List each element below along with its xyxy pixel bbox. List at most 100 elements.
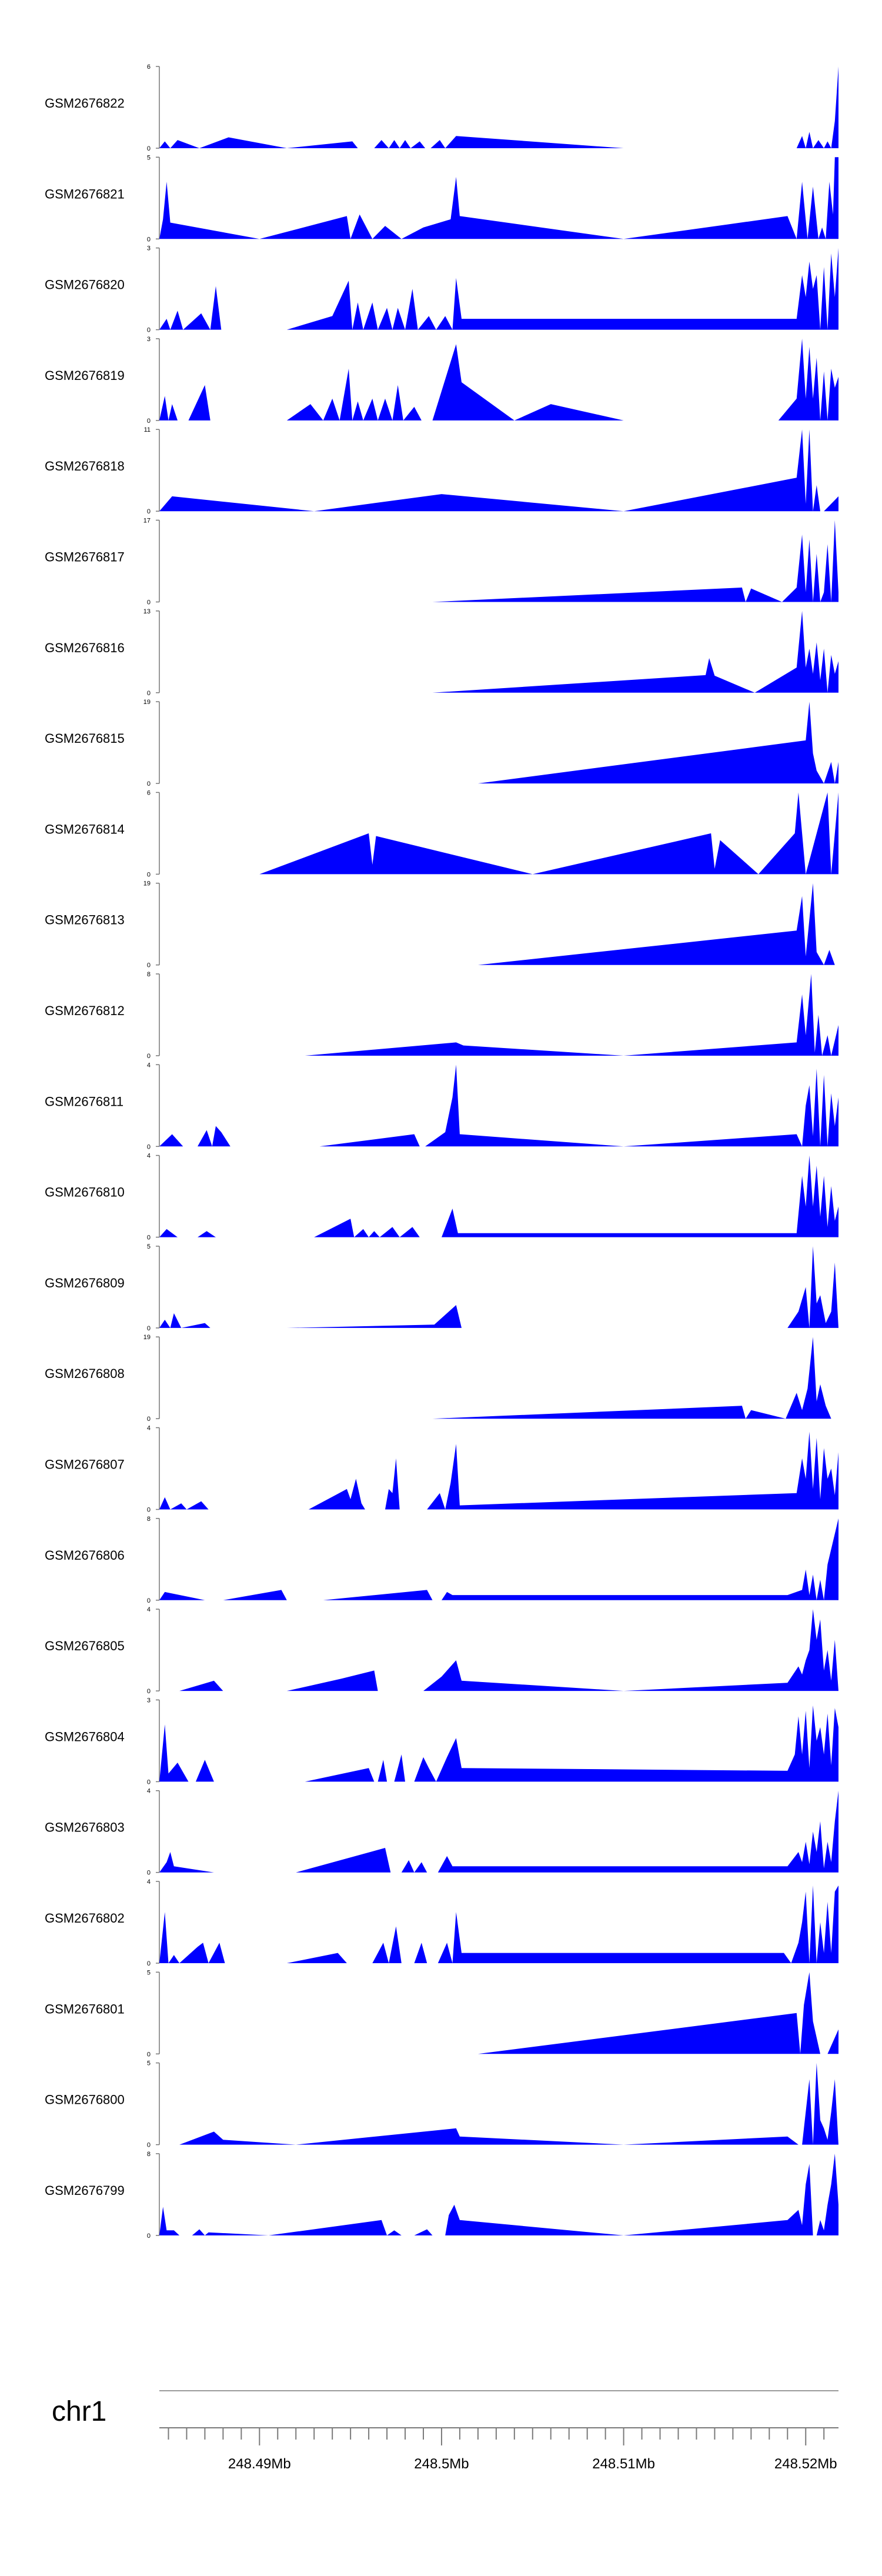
y-tick-label-max: 19 xyxy=(143,699,151,706)
y-tick-label-min: 0 xyxy=(147,2142,151,2149)
y-tick-label-min: 0 xyxy=(147,1143,151,1150)
track-label: GSM2676807 xyxy=(45,1457,125,1472)
track-label: GSM2676800 xyxy=(45,2093,125,2107)
y-tick-label-min: 0 xyxy=(147,1960,151,1967)
y-tick-label-max: 17 xyxy=(143,518,151,525)
coverage-area xyxy=(159,66,838,148)
track-GSM2676800: GSM2676800 5 0 xyxy=(45,2060,839,2149)
track-GSM2676804: GSM2676804 3 0 xyxy=(45,1697,838,1786)
chromosome-label: chr1 xyxy=(52,2396,106,2427)
coverage-area xyxy=(159,157,838,239)
track-GSM2676812: GSM2676812 8 0 xyxy=(45,971,838,1060)
track-GSM2676799: GSM2676799 8 0 xyxy=(45,2151,838,2240)
track-label: GSM2676806 xyxy=(45,1548,125,1563)
track-GSM2676820: GSM2676820 3 0 xyxy=(45,245,838,334)
y-tick-label-max: 4 xyxy=(147,1425,151,1432)
y-tick-label-min: 0 xyxy=(147,1053,151,1060)
y-tick-label-min: 0 xyxy=(147,1416,151,1423)
y-tick-label-min: 0 xyxy=(147,962,151,969)
track-GSM2676802: GSM2676802 4 0 xyxy=(45,1878,838,1967)
y-tick-label-max: 4 xyxy=(147,1788,151,1795)
y-tick-label-min: 0 xyxy=(147,1507,151,1514)
track-label: GSM2676818 xyxy=(45,459,125,473)
coverage-area xyxy=(477,702,838,784)
coverage-area xyxy=(159,248,838,330)
track-label: GSM2676802 xyxy=(45,1911,125,1926)
y-tick-label-max: 4 xyxy=(147,1606,151,1613)
track-GSM2676817: GSM2676817 17 0 xyxy=(45,518,838,606)
track-label: GSM2676822 xyxy=(45,96,125,111)
coverage-area xyxy=(432,520,838,602)
y-tick-label-max: 5 xyxy=(147,2060,151,2067)
y-tick-label-min: 0 xyxy=(147,1688,151,1695)
track-label: GSM2676821 xyxy=(45,186,125,201)
coverage-area xyxy=(159,1885,838,1963)
track-label: GSM2676799 xyxy=(45,2183,125,2198)
coverage-area xyxy=(179,2063,839,2145)
coverage-area xyxy=(159,1065,838,1147)
y-tick-label-max: 3 xyxy=(147,245,151,252)
y-tick-label-min: 0 xyxy=(147,145,151,152)
track-GSM2676805: GSM2676805 4 0 xyxy=(45,1606,839,1695)
track-GSM2676809: GSM2676809 5 0 xyxy=(45,1243,838,1332)
track-GSM2676801: GSM2676801 5 0 xyxy=(45,1969,838,2058)
y-tick-label-min: 0 xyxy=(147,236,151,243)
y-tick-label-min: 0 xyxy=(147,508,151,515)
track-label: GSM2676803 xyxy=(45,1820,125,1835)
x-tick-label: 248.5Mb xyxy=(414,2456,469,2472)
axis-ticks: 248.49Mb 248.5Mb 248.51Mb 248.52Mb xyxy=(168,2428,837,2472)
y-tick-label-min: 0 xyxy=(147,1597,151,1604)
coverage-area xyxy=(159,1246,838,1328)
track-GSM2676816: GSM2676816 13 0 xyxy=(45,608,838,697)
y-tick-label-max: 4 xyxy=(147,1878,151,1886)
y-tick-label-max: 19 xyxy=(143,1334,151,1341)
y-tick-label-max: 4 xyxy=(147,1062,151,1069)
track-GSM2676803: GSM2676803 4 0 xyxy=(45,1788,838,1877)
y-tick-label-min: 0 xyxy=(147,1325,151,1332)
y-tick-label-max: 5 xyxy=(147,154,151,161)
track-label: GSM2676805 xyxy=(45,1639,125,1653)
track-GSM2676815: GSM2676815 19 0 xyxy=(45,699,838,788)
x-tick-label: 248.49Mb xyxy=(228,2456,291,2472)
y-tick-label-min: 0 xyxy=(147,1870,151,1877)
y-tick-label-min: 0 xyxy=(147,871,151,878)
track-GSM2676813: GSM2676813 19 0 xyxy=(45,880,838,969)
coverage-area xyxy=(432,1337,831,1419)
track-label: GSM2676813 xyxy=(45,913,125,927)
y-tick-label-min: 0 xyxy=(147,780,151,788)
track-label: GSM2676819 xyxy=(45,368,125,383)
y-tick-label-min: 0 xyxy=(147,327,151,334)
track-GSM2676818: GSM2676818 11 0 xyxy=(45,426,838,515)
coverage-area xyxy=(159,1790,838,1873)
y-tick-label-min: 0 xyxy=(147,599,151,606)
data-tracks: GSM267682260GSM267682150GSM267682030GSM2… xyxy=(45,64,839,2240)
track-label: GSM2676810 xyxy=(45,1185,125,1200)
track-GSM2676811: GSM2676811 4 0 xyxy=(45,1062,838,1150)
coverage-area xyxy=(179,1609,839,1691)
track-GSM2676821: GSM2676821 5 0 xyxy=(45,154,838,243)
y-tick-label-max: 6 xyxy=(147,64,151,71)
coverage-area xyxy=(159,338,838,421)
coverage-area xyxy=(305,974,838,1056)
track-label: GSM2676801 xyxy=(45,2001,125,2016)
track-GSM2676822: GSM2676822 6 0 xyxy=(45,64,838,152)
y-tick-label-min: 0 xyxy=(147,418,151,425)
coverage-area xyxy=(159,1432,838,1510)
coverage-area xyxy=(259,792,838,875)
y-tick-label-min: 0 xyxy=(147,1234,151,1242)
y-tick-label-min: 0 xyxy=(147,2233,151,2240)
y-tick-label-max: 13 xyxy=(143,608,151,615)
y-tick-label-min: 0 xyxy=(147,1778,151,1786)
track-GSM2676814: GSM2676814 6 0 xyxy=(45,789,838,878)
y-tick-label-max: 8 xyxy=(147,971,151,978)
coverage-area xyxy=(477,1972,838,2054)
coverage-area xyxy=(159,1705,838,1782)
y-tick-label-max: 4 xyxy=(147,1153,151,1160)
track-label: GSM2676812 xyxy=(45,1003,125,1018)
track-label: GSM2676815 xyxy=(45,731,125,746)
track-label: GSM2676816 xyxy=(45,640,125,655)
x-tick-label: 248.52Mb xyxy=(774,2456,837,2472)
coverage-area xyxy=(159,429,838,512)
track-GSM2676807: GSM2676807 4 0 xyxy=(45,1425,838,1514)
